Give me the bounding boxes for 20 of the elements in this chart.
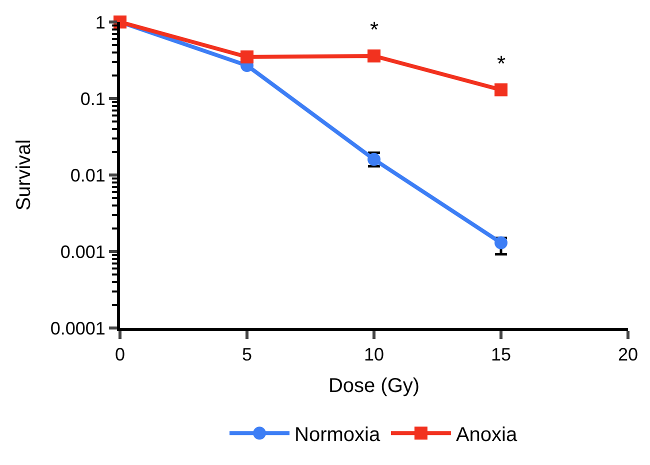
y-axis-title: Survival <box>12 139 35 211</box>
x-tick-label: 5 <box>242 344 252 365</box>
annotation: * <box>370 17 379 42</box>
point <box>494 236 508 250</box>
x-tick-label: 10 <box>364 344 384 365</box>
point <box>368 49 380 62</box>
y-tick-label: 0.1 <box>80 88 106 109</box>
y-tick-label: 1 <box>95 12 106 32</box>
legend-label: Normoxia <box>294 424 381 446</box>
annotation: * <box>497 51 506 76</box>
x-axis-title: Dose (Gy) <box>328 375 420 398</box>
point <box>240 50 254 64</box>
point <box>494 83 508 96</box>
y-tick-label: 0.001 <box>60 242 106 262</box>
y-tick-label: 0.0001 <box>50 318 106 338</box>
x-tick-label: 15 <box>490 344 512 365</box>
x-tick-label: 0 <box>114 344 126 365</box>
y-tick-label: 0.01 <box>70 165 106 186</box>
x-tick-label: 20 <box>618 344 638 365</box>
legend-label: Anoxia <box>456 424 518 446</box>
